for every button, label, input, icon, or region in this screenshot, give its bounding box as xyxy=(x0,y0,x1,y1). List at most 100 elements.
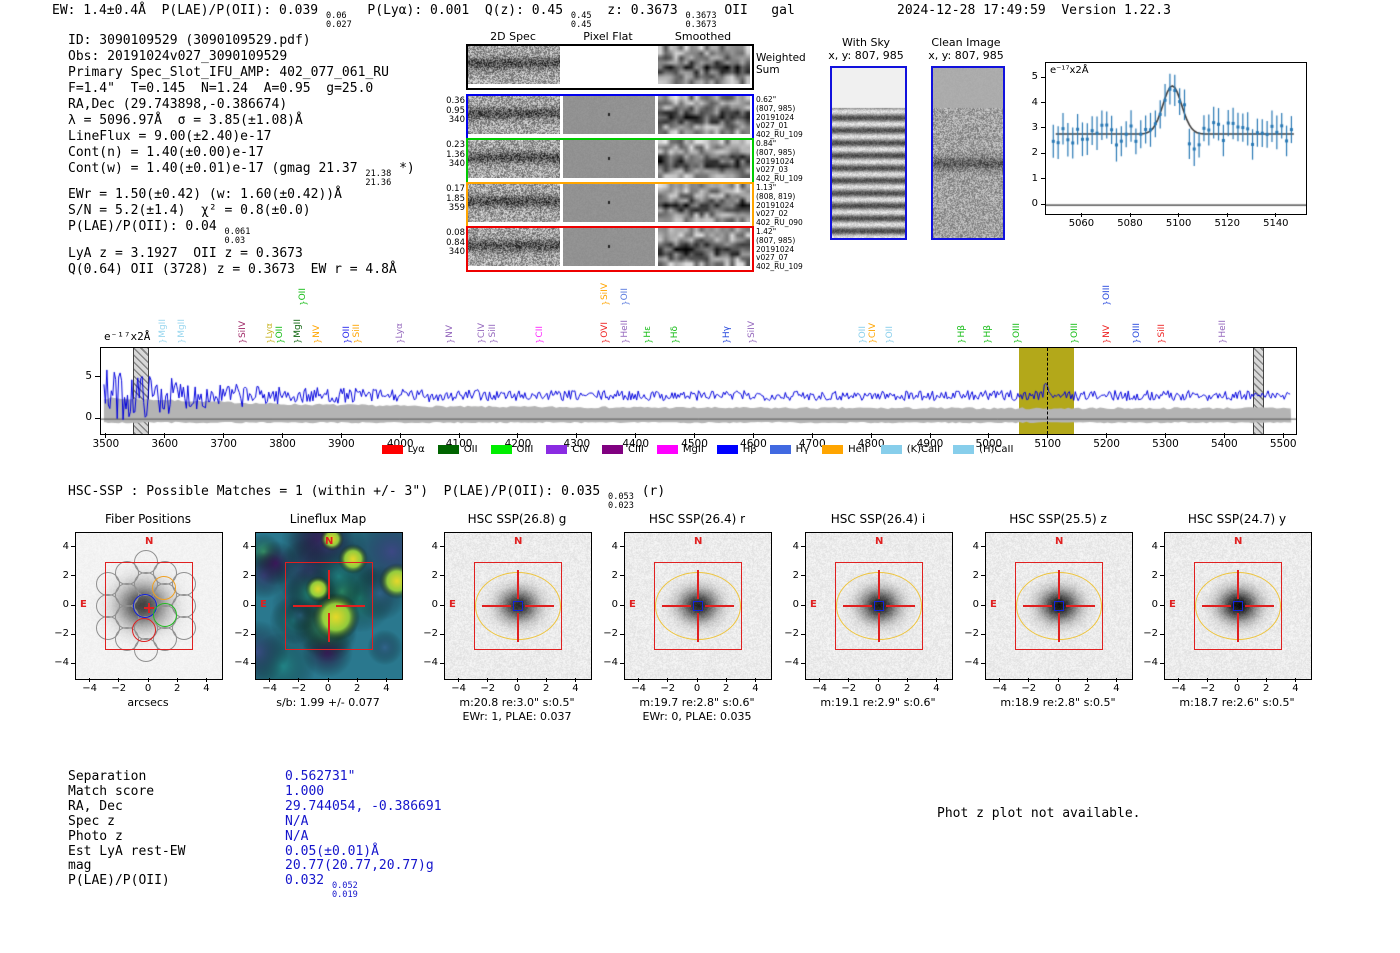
crosshair xyxy=(843,605,872,607)
cutout-xtick-mark xyxy=(696,678,698,682)
cutout-ytick-mark xyxy=(71,575,75,577)
spec-xtick-label: 4700 xyxy=(798,438,826,450)
emission-line-label: OVI{ xyxy=(600,322,611,344)
info-line: Primary Spec_Slot_IFU_AMP: 402_077_061_R… xyxy=(68,65,389,80)
cutout-xtick-label: −4 xyxy=(82,683,97,694)
north-label: N xyxy=(145,536,154,547)
zoom-ytick-mark xyxy=(1041,127,1045,129)
extent-box xyxy=(105,562,193,650)
smoothed-image xyxy=(658,46,750,84)
cutout-xtick-label: −2 xyxy=(1021,683,1037,694)
cutout-ytick-mark xyxy=(981,575,985,577)
pixel-flat-image xyxy=(563,46,655,84)
emission-line-label: CIV{ xyxy=(867,322,878,344)
spec-xtick-label: 5400 xyxy=(1210,438,1238,450)
legend-swatch xyxy=(716,445,738,454)
emission-line-labels: MgII{MgII{SiIV{Lyα{OII{MgII{OII{NV{OII{S… xyxy=(100,262,1295,347)
spec-xtick-mark xyxy=(752,433,754,438)
match-table-row: Photo z N/A xyxy=(68,828,442,845)
cutout-ytick-label: 2 xyxy=(611,569,618,581)
cutout-ytick-mark xyxy=(801,662,805,664)
cutout-xlabel: m:19.7 re:2.8" s:0.6" xyxy=(639,696,755,709)
catalog-match-line: HSC-SSP : Possible Matches = 1 (within +… xyxy=(68,484,666,511)
zoom-ytick-mark xyxy=(1041,76,1045,78)
sky-panel-title: With Sky x, y: 807, 985 xyxy=(828,36,904,62)
cutout-ytick-label: −4 xyxy=(1143,657,1158,669)
crosshair xyxy=(525,605,554,607)
spec2d-row: 0.17 1.85 359 1.13" (808, 819) 20191024 v027_0… xyxy=(446,182,803,228)
spec2d-row: 0.23 1.36 340 0.84" (807, 985) 20191024 v027_0… xyxy=(446,138,803,184)
sky-panel-image xyxy=(931,66,1005,240)
legend-swatch xyxy=(381,445,403,454)
emission-line-label: SiIV{ xyxy=(238,320,249,344)
cutout-ytick-label: −4 xyxy=(964,657,979,669)
legend-swatch xyxy=(656,445,678,454)
cutout-xtick-label: 2 xyxy=(723,683,730,694)
cutout-ytick-label: 2 xyxy=(62,569,69,581)
cutout-ytick-label: 4 xyxy=(62,540,69,552)
north-label: N xyxy=(875,536,884,547)
cutout-xtick-mark xyxy=(999,678,1001,682)
crosshair xyxy=(1237,570,1239,599)
extent-box xyxy=(654,562,742,650)
selected-fiber-circle xyxy=(151,576,176,601)
spec2d-image xyxy=(468,140,560,178)
east-label: E xyxy=(990,599,997,610)
cutout-xtick-label: −4 xyxy=(262,683,277,694)
cutout-xlabel: arcsecs xyxy=(127,696,169,709)
info-line: EWr = 1.50(±0.42) (w: 1.60(±0.42))Å xyxy=(68,187,342,203)
cutout-ytick-mark xyxy=(620,633,624,635)
legend-swatch xyxy=(490,445,512,454)
emission-line-label: SiII{ xyxy=(1156,324,1167,344)
cutout-xlabel: m:18.9 re:2.8" s:0.5" xyxy=(1000,696,1116,709)
cutout-xtick-label: −4 xyxy=(992,683,1007,694)
legend-swatch xyxy=(437,445,459,454)
cutout-xtick-mark xyxy=(1115,678,1117,682)
cutout-xtick-label: 2 xyxy=(543,683,550,694)
cutout-ytick-mark xyxy=(981,604,985,606)
cutout-xtick-mark xyxy=(487,678,489,682)
spec-xtick-mark xyxy=(1106,433,1108,438)
spec2d-row-meta: Weighted Sum xyxy=(756,52,806,76)
cutout-xtick-label: 0 xyxy=(874,683,882,694)
east-label: E xyxy=(260,599,267,610)
match-table-row: Match score 1.000 xyxy=(68,784,442,800)
spec-ytick-label: 0 xyxy=(85,411,92,424)
zoom-ytick-mark xyxy=(1041,178,1045,180)
cutout-xtick-label: 2 xyxy=(174,683,181,694)
match-table-value: N/A xyxy=(285,828,309,844)
cutout-ytick-mark xyxy=(1160,633,1164,635)
zoom-ytick-label: 0 xyxy=(1031,198,1038,210)
match-table-row: P(LAE)/P(OII) 0.032 0.052 0.019 xyxy=(68,873,442,899)
cutout-xtick-label: −2 xyxy=(660,683,676,694)
cutout-ytick-mark xyxy=(71,662,75,664)
zoom-ytick-label: 2 xyxy=(1031,147,1038,159)
crosshair xyxy=(1245,605,1274,607)
info-line: LyA z = 3.1927 OII z = 0.3673 xyxy=(68,245,303,261)
zoom-ytick-label: 1 xyxy=(1031,172,1038,184)
spec-ytick-mark xyxy=(95,376,100,378)
cutout-ytick-label: 2 xyxy=(431,569,438,581)
legend-item: Hγ xyxy=(769,444,809,455)
spec-xtick-mark xyxy=(988,433,990,438)
cutout-ytick-label: −2 xyxy=(234,628,249,640)
spec-xtick-mark xyxy=(164,433,166,438)
info-line: RA,Dec (29.743898,-0.386674) xyxy=(68,97,288,112)
cutout-ytick-mark xyxy=(620,662,624,664)
cutout-image xyxy=(256,533,402,679)
zoom-ytick-mark xyxy=(1041,203,1045,205)
spec2d-row: 0.36 0.95 340 0.62" (807, 985) 20191024 v027_0… xyxy=(446,94,803,140)
cutout-xtick-label: 4 xyxy=(933,683,940,694)
legend-item: CIV xyxy=(546,444,589,455)
cutout-xtick-label: −2 xyxy=(111,683,127,694)
legend-item: Lyα xyxy=(381,444,425,455)
emission-line-label: SiII{ xyxy=(352,324,363,344)
cutout-xtick-mark xyxy=(118,678,120,682)
crosshair xyxy=(1202,605,1231,607)
target-square xyxy=(1233,601,1243,611)
cutout-xtick-label: 2 xyxy=(904,683,911,694)
zoom-ytick-mark xyxy=(1041,102,1045,104)
line-fit-zoom-plot: e⁻¹⁷x2Å xyxy=(1045,62,1307,215)
info-line: P(LAE)/P(OII): 0.04 0.061 0.03 xyxy=(68,219,251,247)
